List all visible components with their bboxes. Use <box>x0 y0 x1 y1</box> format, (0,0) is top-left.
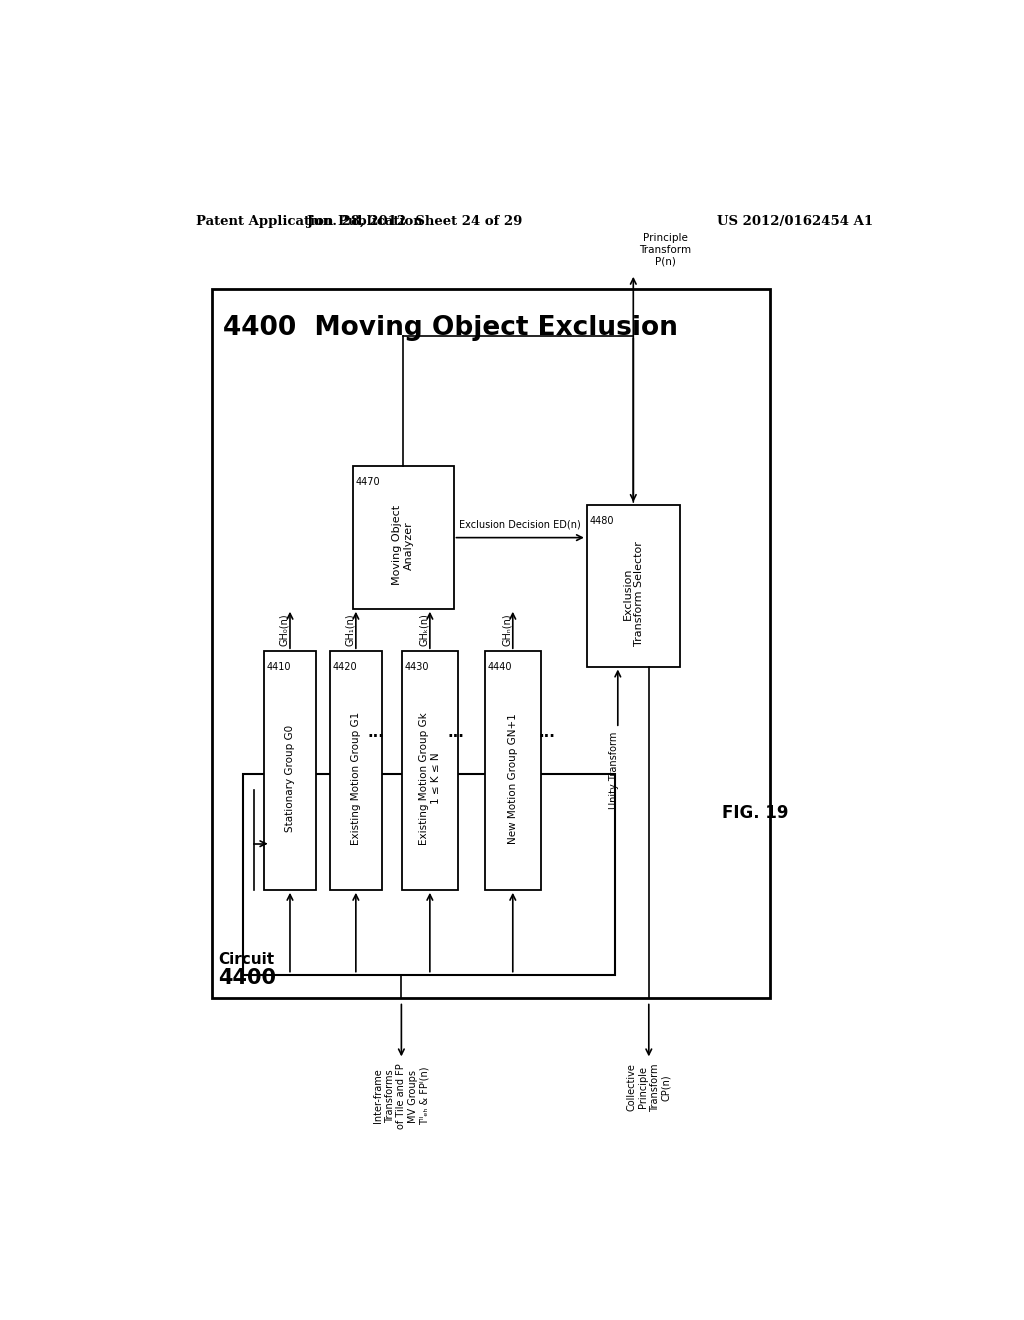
Text: Principle
Transform
P(n): Principle Transform P(n) <box>640 234 691 267</box>
Text: 4420: 4420 <box>333 663 357 672</box>
Text: ...: ... <box>538 725 555 739</box>
Text: 4480: 4480 <box>590 516 614 525</box>
Text: Patent Application Publication: Patent Application Publication <box>197 215 423 228</box>
Text: Inter-frame
Transforms
of Tile and FP
MV Groups
Tᴵᴵₑₕ & FPᴵ(n): Inter-frame Transforms of Tile and FP MV… <box>373 1063 430 1129</box>
Text: Moving Object
Analyzer: Moving Object Analyzer <box>392 506 414 585</box>
Text: FIG. 19: FIG. 19 <box>723 804 790 822</box>
Text: GH₁(n): GH₁(n) <box>345 614 354 647</box>
Text: 4400: 4400 <box>218 969 275 989</box>
Bar <box>263 651 316 890</box>
Text: Existing Motion Group G1: Existing Motion Group G1 <box>351 711 360 845</box>
Text: 4470: 4470 <box>356 478 381 487</box>
Text: ...: ... <box>447 725 464 739</box>
Text: Exclusion Decision ED(n): Exclusion Decision ED(n) <box>460 520 581 529</box>
Text: New Motion Group GN+1: New Motion Group GN+1 <box>508 713 518 843</box>
Bar <box>352 466 454 609</box>
Text: US 2012/0162454 A1: US 2012/0162454 A1 <box>717 215 873 228</box>
Text: Stationary Group G0: Stationary Group G0 <box>285 725 295 832</box>
Text: GHₙ(n): GHₙ(n) <box>502 614 512 647</box>
Text: 4410: 4410 <box>266 663 291 672</box>
Text: 4430: 4430 <box>404 663 429 672</box>
Bar <box>330 651 382 890</box>
Bar <box>401 651 458 890</box>
Text: ...: ... <box>368 725 384 739</box>
Text: 4400  Moving Object Exclusion: 4400 Moving Object Exclusion <box>223 314 678 341</box>
Text: Exclusion
Transform Selector: Exclusion Transform Selector <box>623 541 644 645</box>
Bar <box>243 775 614 974</box>
Text: Circuit: Circuit <box>218 952 274 966</box>
Bar <box>212 289 770 998</box>
Bar <box>587 506 680 667</box>
Text: Collective
Principle
Transform
CP(n): Collective Principle Transform CP(n) <box>627 1063 671 1111</box>
Text: GH₀(n): GH₀(n) <box>279 614 289 647</box>
Bar <box>484 651 541 890</box>
Text: 4440: 4440 <box>487 663 512 672</box>
Text: Jun. 28, 2012  Sheet 24 of 29: Jun. 28, 2012 Sheet 24 of 29 <box>307 215 522 228</box>
Text: Existing Motion Group Gk
1 ≤ K ≤ N: Existing Motion Group Gk 1 ≤ K ≤ N <box>419 711 440 845</box>
Text: GHₖ(n): GHₖ(n) <box>419 614 429 647</box>
Text: Unity Transform: Unity Transform <box>609 733 618 809</box>
